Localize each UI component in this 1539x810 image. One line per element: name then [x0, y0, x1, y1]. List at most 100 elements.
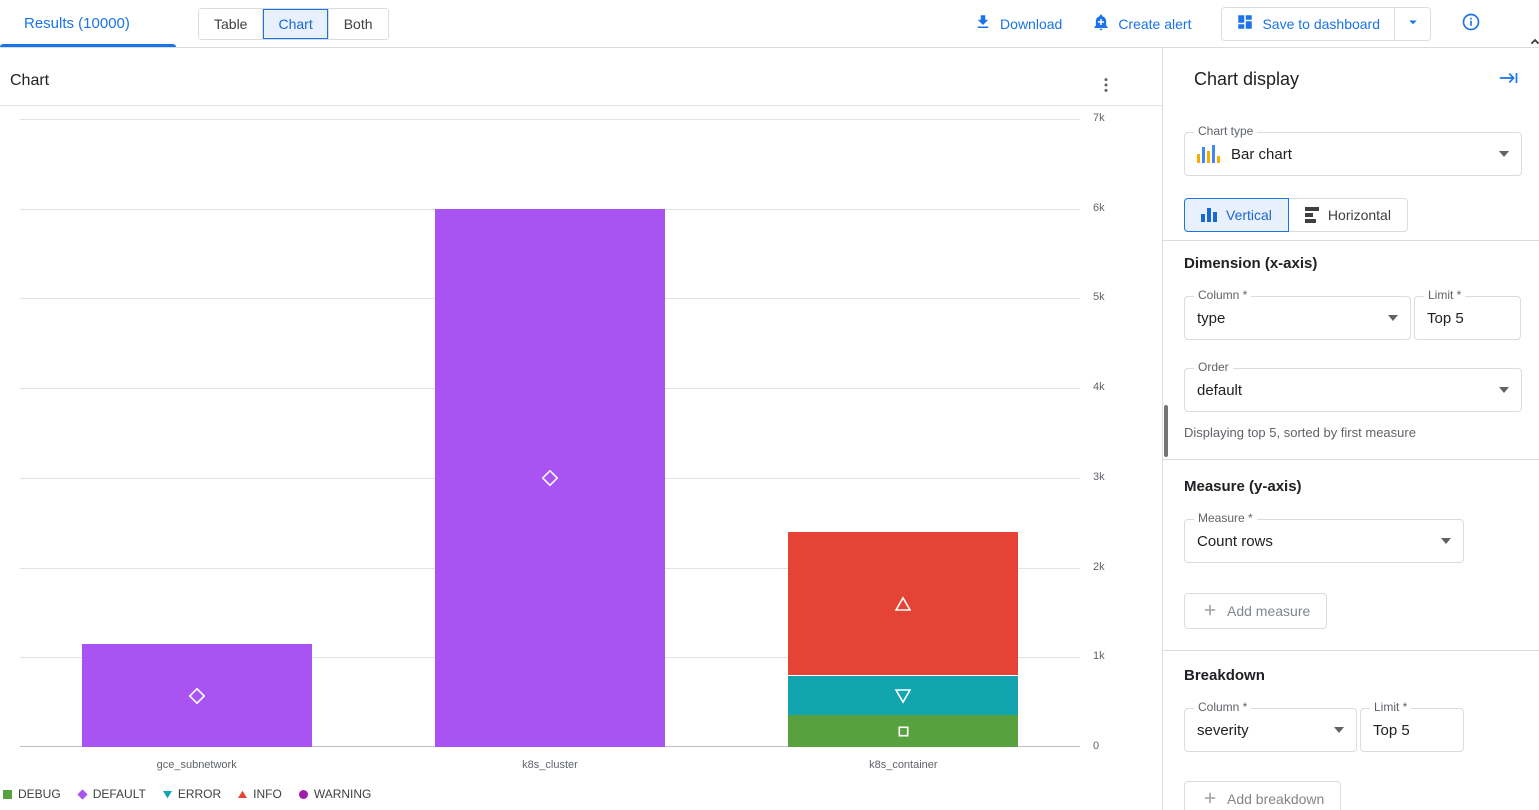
chart-type-select[interactable]: Chart type Bar chart	[1184, 124, 1522, 176]
chevron-down-icon	[1499, 387, 1509, 393]
add-breakdown-label: Add breakdown	[1227, 791, 1325, 807]
plus-icon	[1201, 789, 1219, 810]
y-tick-label: 2k	[1093, 561, 1105, 573]
create-alert-button[interactable]: Create alert	[1092, 13, 1191, 34]
breakdown-column-label: Column *	[1194, 700, 1252, 714]
y-axis-labels: 0 1k 2k 3k 4k 5k 6k 7k	[1093, 112, 1137, 752]
dimension-limit-input[interactable]: Limit * Top 5	[1414, 288, 1521, 340]
x-axis-labels: gce_subnetwork k8s_cluster k8s_container	[20, 759, 1080, 775]
section-divider	[1163, 240, 1539, 241]
breakdown-field-row: Column * severity Limit * Top 5	[1184, 700, 1522, 752]
bar-segment-gce_subnetwork-default[interactable]	[81, 644, 312, 747]
legend-label: DEFAULT	[92, 787, 146, 801]
add-measure-button[interactable]: Add measure	[1184, 593, 1328, 629]
breakdown-column-value: severity	[1197, 721, 1249, 739]
save-to-dashboard-group: Save to dashboard	[1221, 6, 1431, 41]
orientation-vertical-button[interactable]: Vertical	[1184, 198, 1289, 232]
download-button[interactable]: Download	[974, 13, 1062, 34]
dimension-column-label: Column *	[1194, 288, 1252, 302]
save-to-dashboard-label: Save to dashboard	[1262, 15, 1380, 32]
dashboard-icon	[1236, 13, 1254, 34]
legend-item-info[interactable]: INFO	[237, 787, 282, 801]
download-icon	[974, 13, 992, 34]
legend-marker-diamond-icon	[77, 788, 88, 800]
chart-display-panel: Chart display Chart type Bar chart	[1163, 48, 1539, 810]
dropdown-caret-icon	[1404, 13, 1422, 34]
tab-results[interactable]: Results (10000)	[0, 0, 176, 47]
info-button[interactable]	[1461, 12, 1481, 35]
legend-label: ERROR	[177, 787, 222, 801]
breakdown-limit-value: Top 5	[1373, 721, 1410, 739]
measure-select[interactable]: Measure * Count rows	[1184, 511, 1464, 563]
chart-type-value: Bar chart	[1231, 145, 1292, 163]
topbar: Results (10000) Table Chart Both Downloa…	[0, 0, 1539, 48]
measure-section: Measure (y-axis) Measure * Count rows Ad…	[1163, 460, 1539, 629]
view-toggle-table[interactable]: Table	[199, 8, 264, 39]
view-toggle-chart[interactable]: Chart	[263, 8, 329, 39]
results-label: Results (10000)	[24, 15, 130, 32]
chart-options-button[interactable]	[1090, 70, 1122, 102]
panel-header: Chart display	[1163, 48, 1539, 91]
chart-type-label: Chart type	[1194, 124, 1258, 138]
bar-segment-k8s_container-info[interactable]	[788, 532, 1019, 675]
legend-marker-circle-icon	[298, 789, 309, 800]
breakdown-limit-input[interactable]: Limit * Top 5	[1360, 700, 1464, 752]
panel-title: Chart display	[1194, 69, 1300, 89]
download-label: Download	[1000, 15, 1063, 32]
legend-item-warning[interactable]: WARNING	[298, 787, 372, 801]
plus-icon	[1201, 601, 1219, 622]
chart-panel: Chart 0 1k 2k 3k 4k 5k 6k 7k gce_subnetwork k8s_…	[0, 48, 1163, 810]
legend-label: INFO	[253, 787, 282, 801]
bar-segment-k8s_cluster-default[interactable]	[435, 209, 665, 747]
save-to-dashboard-button[interactable]: Save to dashboard	[1222, 7, 1394, 40]
dimension-field-row: Column * type Limit * Top 5	[1184, 288, 1522, 340]
panel-scrollbar[interactable]	[1164, 405, 1168, 457]
y-tick-label: 6k	[1093, 202, 1105, 214]
save-to-dashboard-dropdown-button[interactable]	[1394, 7, 1430, 40]
chevron-down-icon	[1441, 538, 1451, 544]
chart-panel-title: Chart	[10, 72, 50, 89]
vertical-label: Vertical	[1226, 207, 1272, 223]
gridline	[20, 119, 1080, 120]
order-select[interactable]: Order default	[1184, 360, 1522, 412]
dimension-helper-text: Displaying top 5, sorted by first measur…	[1184, 425, 1416, 440]
view-toggle-both[interactable]: Both	[328, 8, 388, 39]
topbar-actions: Download Create alert Save to dashboard	[974, 6, 1539, 41]
measure-heading: Measure (y-axis)	[1184, 478, 1302, 495]
y-tick-label: 7k	[1093, 112, 1105, 124]
dimension-limit-value: Top 5	[1427, 309, 1464, 327]
x-category-label: k8s_container	[869, 759, 938, 771]
main-area: Chart 0 1k 2k 3k 4k 5k 6k 7k gce_subnetwork k8s_…	[0, 48, 1539, 810]
chart-header-divider	[0, 105, 1162, 106]
legend-item-error[interactable]: ERROR	[162, 787, 221, 801]
add-alert-icon	[1092, 13, 1110, 34]
x-category-label: k8s_cluster	[522, 759, 578, 771]
legend-label: DEBUG	[18, 787, 61, 801]
bar-segment-k8s_container-error[interactable]	[788, 676, 1019, 715]
legend-label: WARNING	[313, 787, 372, 801]
breakdown-section: Breakdown Column * severity Limit * Top …	[1163, 651, 1539, 810]
orientation-horizontal-button[interactable]: Horizontal	[1287, 198, 1408, 232]
horizontal-label: Horizontal	[1327, 207, 1391, 223]
breakdown-column-select[interactable]: Column * severity	[1184, 700, 1357, 752]
y-tick-label: 5k	[1093, 291, 1105, 303]
breakdown-heading: Breakdown	[1184, 667, 1265, 684]
add-breakdown-button[interactable]: Add breakdown	[1184, 781, 1342, 810]
bar-chart-icon	[1197, 145, 1220, 163]
create-alert-label: Create alert	[1118, 15, 1192, 32]
bar-segment-k8s_container-debug[interactable]	[788, 715, 1019, 747]
collapse-panel-button[interactable]	[1499, 68, 1519, 91]
legend-item-default[interactable]: DEFAULT	[77, 787, 146, 801]
y-tick-label: 0	[1093, 740, 1100, 752]
dimension-column-select[interactable]: Column * type	[1184, 288, 1411, 340]
y-tick-label: 4k	[1093, 381, 1105, 393]
legend-item-debug[interactable]: DEBUG	[2, 787, 61, 801]
breakdown-limit-label: Limit *	[1370, 700, 1412, 714]
dimension-section: Dimension (x-axis) Column * type Limit *…	[1163, 241, 1539, 442]
active-tab-underline	[0, 44, 176, 47]
x-category-label: gce_subnetwork	[156, 759, 237, 771]
y-tick-label: 3k	[1093, 471, 1105, 483]
legend-marker-triangle-down-icon	[162, 789, 173, 800]
legend-marker-square-icon	[2, 789, 13, 800]
